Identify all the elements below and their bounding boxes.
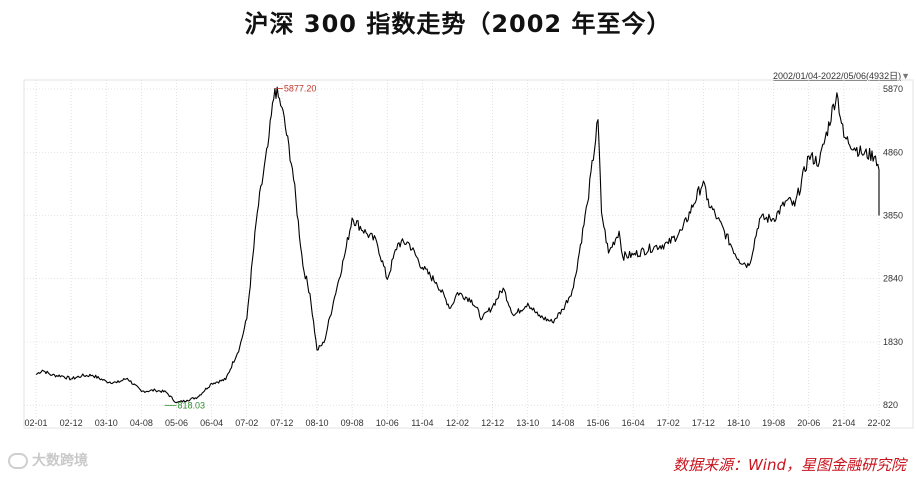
x-tick-label: 20-06 <box>797 418 820 428</box>
x-tick-label: 08-10 <box>305 418 328 428</box>
y-tick-label: 3850 <box>883 210 903 220</box>
logo-ring-icon <box>8 453 28 469</box>
x-tick-label: 13-10 <box>516 418 539 428</box>
x-tick-label: 17-12 <box>692 418 715 428</box>
chart-annotations: 5877.20 818.03 <box>164 84 317 410</box>
x-tick-label: 02-12 <box>60 418 83 428</box>
x-tick-label: 05-06 <box>165 418 188 428</box>
x-tick-label: 12-02 <box>446 418 469 428</box>
x-tick-label: 17-02 <box>657 418 680 428</box>
x-tick-label: 15-06 <box>586 418 609 428</box>
plot-frame <box>23 79 914 429</box>
triangle-down-icon[interactable]: ▼ <box>901 71 910 81</box>
x-tick-label: 14-08 <box>551 418 574 428</box>
x-tick-label: 12-12 <box>481 418 504 428</box>
x-tick-label: 03-10 <box>95 418 118 428</box>
y-tick-label: 1830 <box>883 337 903 347</box>
x-tick-label: 07-02 <box>235 418 258 428</box>
x-tick-label: 04-08 <box>130 418 153 428</box>
x-axis-ticks: 02-01 02-12 03-10 04-08 05-06 06-04 07-02 07-12… <box>24 418 890 428</box>
x-tick-label: 07-12 <box>270 418 293 428</box>
min-value-label: 818.03 <box>178 400 206 410</box>
watermark: 大数跨境 <box>8 450 88 470</box>
x-tick-label: 19-08 <box>762 418 785 428</box>
x-tick-label: 11-04 <box>411 418 433 428</box>
x-tick-label: 06-04 <box>200 418 223 428</box>
chart-title: 沪深 300 指数走势（2002 年至今） <box>244 10 672 38</box>
data-source-note: 数据来源：Wind，星图金融研究院 <box>672 456 906 474</box>
plot-border <box>23 79 914 429</box>
y-tick-label: 4860 <box>883 147 903 157</box>
max-value-label: 5877.20 <box>284 84 317 94</box>
y-axis-ticks: 820 1830 2840 3850 4860 5870 <box>883 84 903 410</box>
x-tick-label: 18-10 <box>727 418 750 428</box>
date-range-selector[interactable]: 2002/01/04-2022/05/06(4932日)▼ <box>760 69 910 82</box>
watermark-text: 大数跨境 <box>32 453 88 469</box>
y-tick-label: 5870 <box>883 84 903 94</box>
y-tick-label: 2840 <box>883 274 903 284</box>
series-line <box>35 86 880 404</box>
x-tick-label: 09-08 <box>341 418 364 428</box>
chart-grid <box>24 80 881 428</box>
y-tick-label: 820 <box>883 400 898 410</box>
x-tick-label: 21-04 <box>832 418 855 428</box>
x-tick-label: 22-02 <box>867 418 890 428</box>
x-tick-label: 10-06 <box>376 418 399 428</box>
date-range-label: 2002/01/04-2022/05/06(4932日) <box>772 71 902 81</box>
series-line-group <box>35 86 880 404</box>
x-tick-label: 02-01 <box>24 418 47 428</box>
x-tick-label: 16-04 <box>622 418 645 428</box>
